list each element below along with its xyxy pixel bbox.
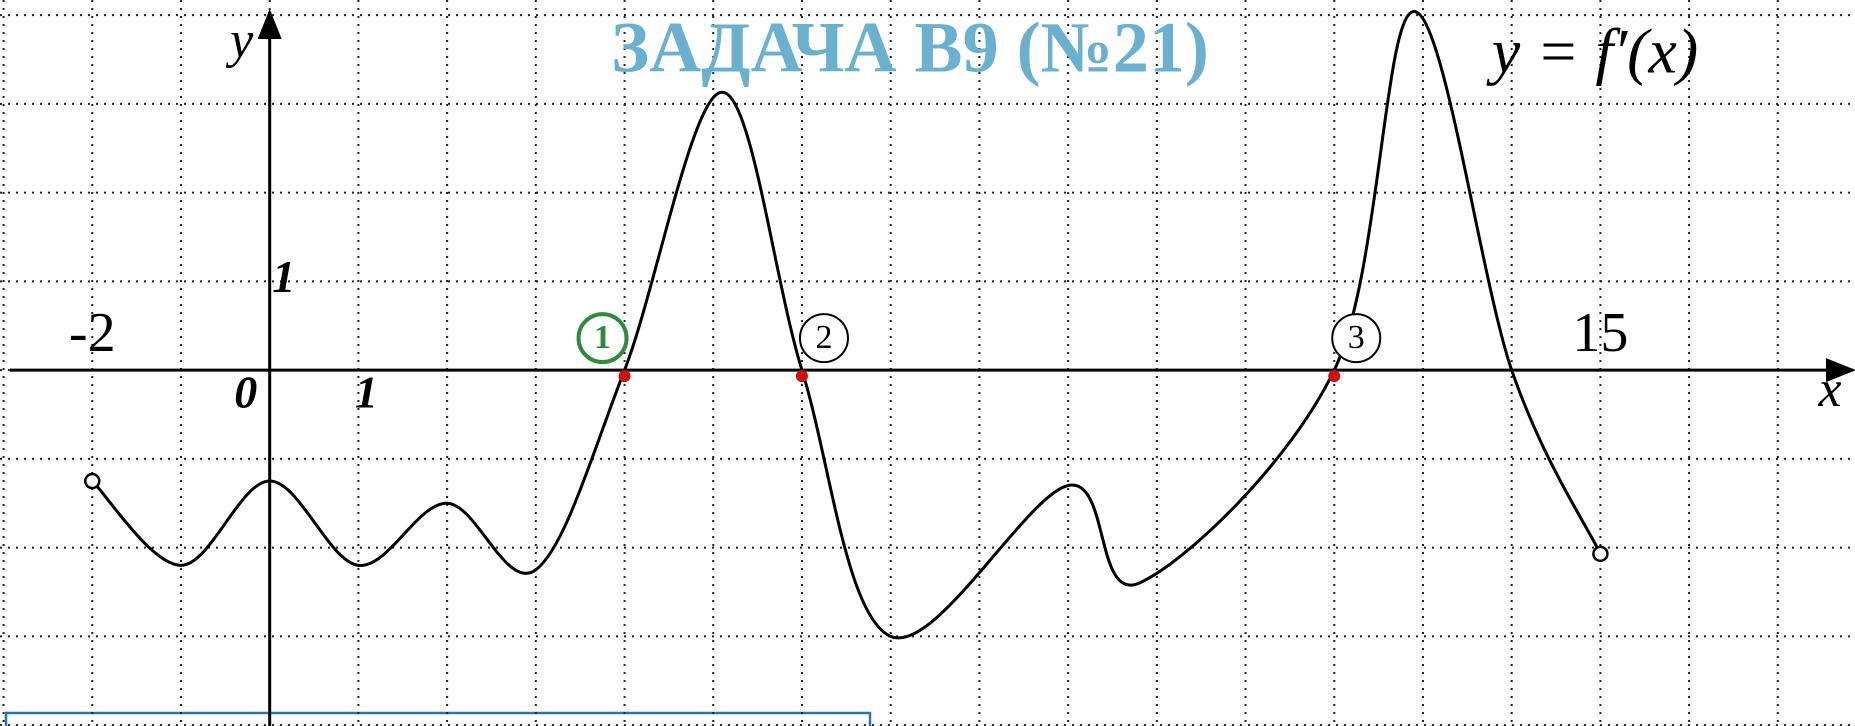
text-box: [4, 711, 872, 726]
endpoint: [84, 472, 101, 490]
y-axis-label: y: [225, 12, 254, 69]
x-tick-label: 15: [1572, 302, 1628, 364]
marker-ring: [1331, 313, 1382, 364]
marker-ring: [576, 312, 629, 365]
zero-point: [618, 370, 631, 383]
legend: y = f′(x): [1486, 16, 1698, 87]
x-tick-label: -2: [69, 302, 116, 364]
zero-point: [1328, 370, 1341, 383]
x-tick-label: 1: [355, 367, 378, 418]
x-axis-label: x: [1817, 361, 1841, 418]
marker-ring: [798, 313, 849, 364]
curve: [91, 10, 1602, 640]
endpoint: [1592, 545, 1609, 563]
marker-label: 1: [594, 319, 611, 356]
chart-title: ЗАДАЧА B9 (№21): [611, 8, 1209, 88]
marker-label: 3: [1348, 319, 1365, 356]
x-tick-label: 0: [234, 367, 257, 418]
marker-label: 2: [815, 319, 832, 356]
zero-point: [795, 370, 808, 383]
y-tick-label: 1: [272, 251, 295, 302]
